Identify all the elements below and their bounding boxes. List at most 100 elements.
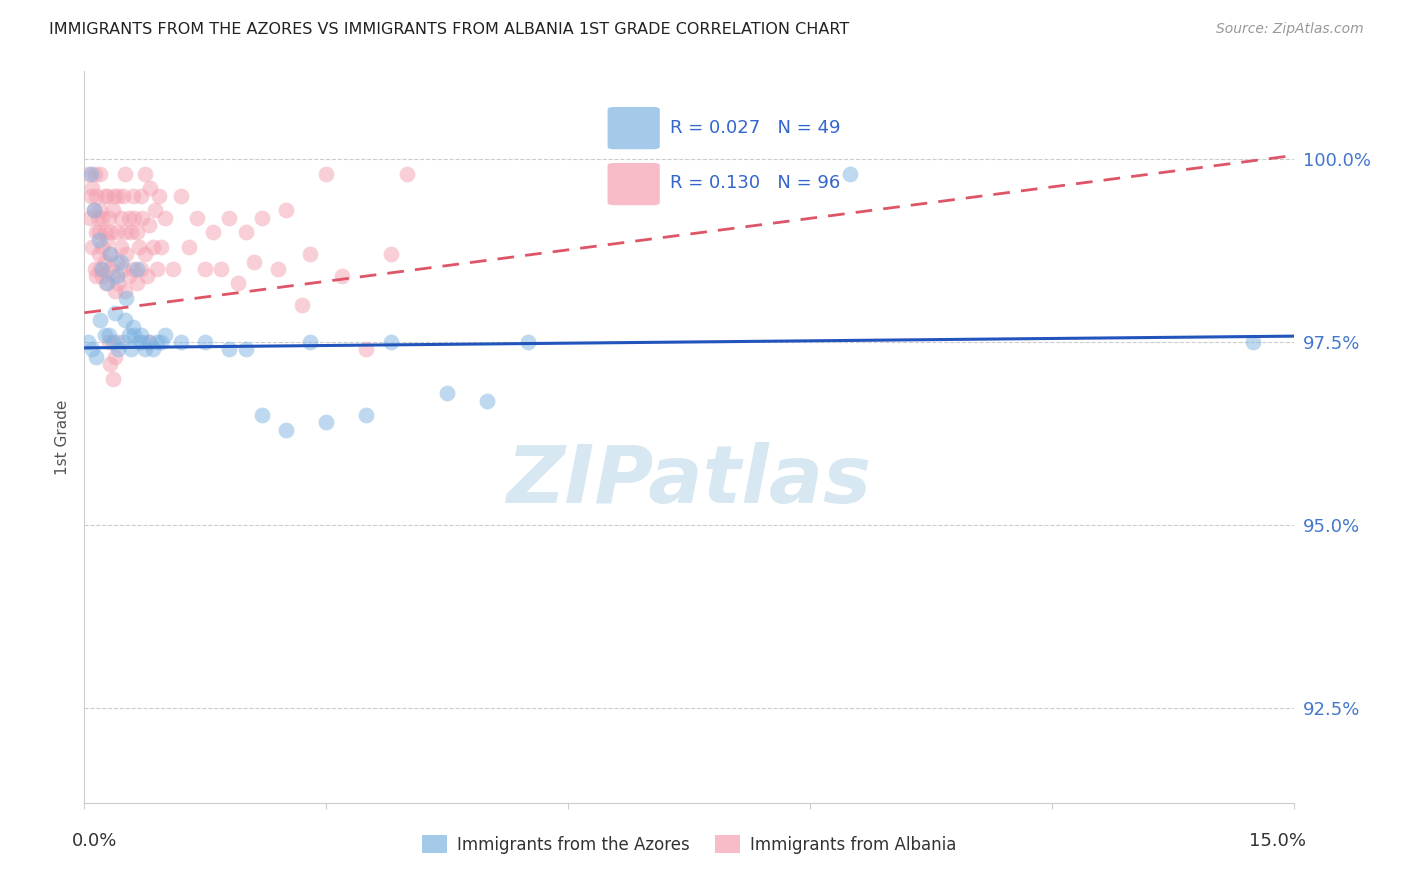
Point bbox=[107, 188, 129, 202]
Point bbox=[299, 334, 322, 349]
Point bbox=[120, 225, 142, 239]
Point bbox=[91, 269, 114, 284]
Point bbox=[101, 269, 124, 284]
Point bbox=[125, 277, 148, 291]
Point bbox=[124, 211, 146, 225]
Point bbox=[477, 393, 499, 408]
Point bbox=[87, 247, 110, 261]
Point bbox=[128, 240, 150, 254]
Point bbox=[839, 167, 862, 181]
Point bbox=[142, 343, 165, 357]
Point bbox=[83, 167, 105, 181]
Point bbox=[82, 343, 104, 357]
Point bbox=[138, 334, 160, 349]
Point bbox=[274, 203, 297, 218]
Point bbox=[82, 181, 104, 195]
Point bbox=[235, 225, 257, 239]
Point bbox=[134, 247, 156, 261]
Point bbox=[115, 247, 138, 261]
Point bbox=[101, 203, 124, 218]
Point bbox=[118, 269, 141, 284]
Point bbox=[112, 188, 135, 202]
Point bbox=[146, 261, 169, 276]
Point bbox=[98, 225, 121, 239]
Point bbox=[356, 408, 378, 422]
Point bbox=[77, 167, 100, 181]
Point bbox=[131, 211, 153, 225]
Point bbox=[89, 203, 111, 218]
Point bbox=[142, 240, 165, 254]
Point bbox=[105, 334, 128, 349]
Point bbox=[93, 327, 115, 342]
Point bbox=[395, 167, 418, 181]
Point bbox=[121, 320, 143, 334]
Point bbox=[114, 225, 136, 239]
Point bbox=[380, 247, 402, 261]
Text: IMMIGRANTS FROM THE AZORES VS IMMIGRANTS FROM ALBANIA 1ST GRADE CORRELATION CHAR: IMMIGRANTS FROM THE AZORES VS IMMIGRANTS… bbox=[49, 22, 849, 37]
Legend: Immigrants from the Azores, Immigrants from Albania: Immigrants from the Azores, Immigrants f… bbox=[415, 829, 963, 860]
Point bbox=[129, 261, 152, 276]
Point bbox=[97, 211, 120, 225]
Point bbox=[250, 408, 273, 422]
Point bbox=[148, 188, 170, 202]
Point bbox=[194, 334, 217, 349]
Point bbox=[101, 334, 124, 349]
Text: Source: ZipAtlas.com: Source: ZipAtlas.com bbox=[1216, 22, 1364, 37]
Point bbox=[153, 327, 176, 342]
Point bbox=[112, 334, 135, 349]
Point bbox=[516, 334, 538, 349]
Point bbox=[86, 225, 108, 239]
Point bbox=[87, 225, 110, 239]
Point bbox=[103, 188, 125, 202]
Point bbox=[86, 188, 108, 202]
Y-axis label: 1st Grade: 1st Grade bbox=[55, 400, 70, 475]
Point bbox=[110, 240, 132, 254]
Point bbox=[96, 233, 118, 247]
Point bbox=[96, 188, 118, 202]
Point bbox=[129, 327, 152, 342]
Point bbox=[98, 247, 121, 261]
Point bbox=[105, 254, 128, 268]
Point bbox=[274, 423, 297, 437]
Point bbox=[1241, 334, 1264, 349]
Point bbox=[96, 277, 118, 291]
Point bbox=[107, 343, 129, 357]
Point bbox=[83, 261, 105, 276]
Point bbox=[98, 357, 121, 371]
Point bbox=[83, 203, 105, 218]
Point bbox=[291, 298, 314, 312]
Point bbox=[89, 167, 111, 181]
Point bbox=[235, 343, 257, 357]
Point bbox=[139, 181, 162, 195]
Point bbox=[114, 167, 136, 181]
Point bbox=[138, 218, 160, 232]
Point bbox=[129, 188, 152, 202]
Point bbox=[104, 350, 127, 364]
Point bbox=[86, 269, 108, 284]
Point bbox=[131, 334, 153, 349]
Point bbox=[118, 211, 141, 225]
Text: 15.0%: 15.0% bbox=[1249, 832, 1306, 850]
Point bbox=[89, 313, 111, 327]
Point bbox=[82, 240, 104, 254]
Point bbox=[250, 211, 273, 225]
Point bbox=[299, 247, 322, 261]
Point bbox=[93, 225, 115, 239]
Point bbox=[105, 269, 128, 284]
Point bbox=[356, 343, 378, 357]
Point bbox=[330, 269, 353, 284]
Point bbox=[118, 327, 141, 342]
Point bbox=[138, 334, 160, 349]
Point bbox=[110, 211, 132, 225]
Point bbox=[267, 261, 290, 276]
Point bbox=[226, 277, 249, 291]
Point bbox=[93, 188, 115, 202]
Point bbox=[134, 343, 156, 357]
Point bbox=[120, 343, 142, 357]
Point bbox=[315, 167, 337, 181]
Point bbox=[121, 261, 143, 276]
Point bbox=[104, 306, 127, 320]
Text: ZIPatlas: ZIPatlas bbox=[506, 442, 872, 520]
Point bbox=[80, 167, 103, 181]
Point bbox=[83, 203, 105, 218]
